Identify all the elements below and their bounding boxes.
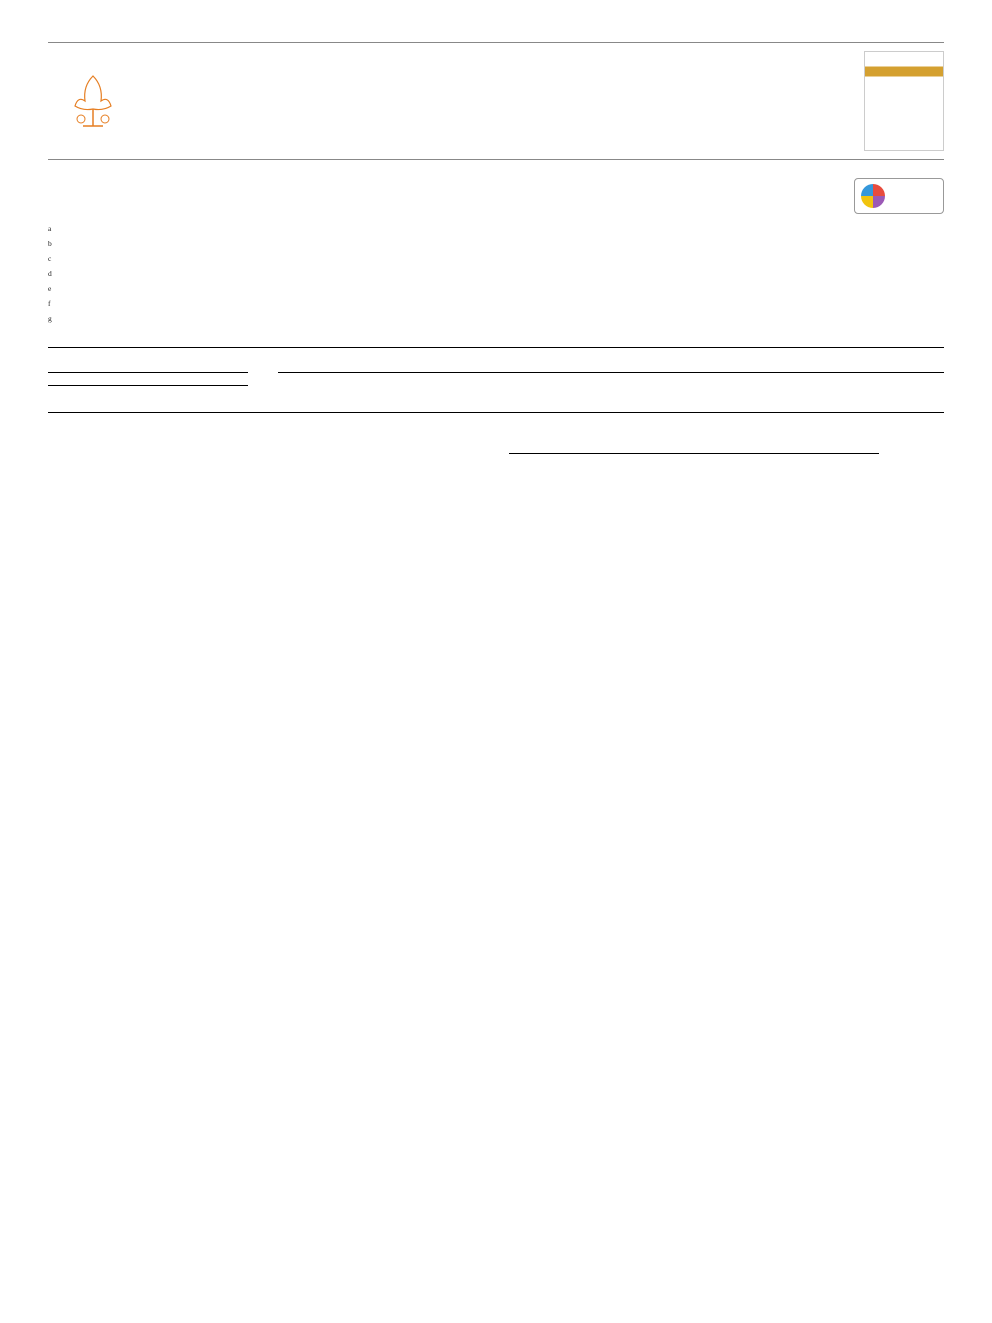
masthead-center <box>138 94 864 108</box>
journal-cover-thumbnail <box>864 51 944 151</box>
abstract <box>278 362 944 398</box>
crossmark-icon <box>861 184 885 208</box>
crossmark-badge[interactable] <box>854 178 944 214</box>
affiliations: a b c d e f g <box>48 224 944 329</box>
body-columns <box>48 453 944 501</box>
article-info <box>48 362 248 398</box>
elsevier-tree-icon <box>63 71 123 131</box>
masthead <box>48 42 944 160</box>
elsevier-logo <box>48 56 138 146</box>
corresponding-footnotes <box>509 453 879 458</box>
